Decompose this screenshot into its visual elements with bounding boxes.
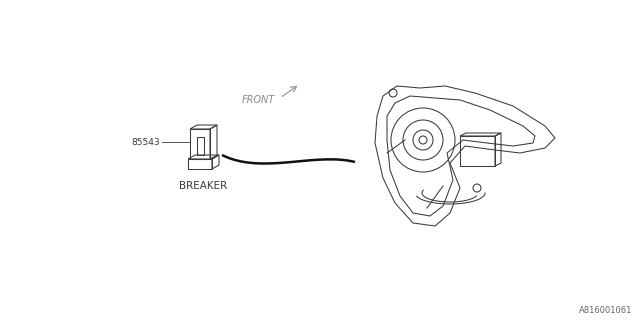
Text: FRONT: FRONT: [242, 95, 275, 105]
Text: BREAKER: BREAKER: [179, 181, 228, 191]
Text: 85543: 85543: [131, 138, 160, 147]
Text: A816001061: A816001061: [579, 306, 632, 315]
